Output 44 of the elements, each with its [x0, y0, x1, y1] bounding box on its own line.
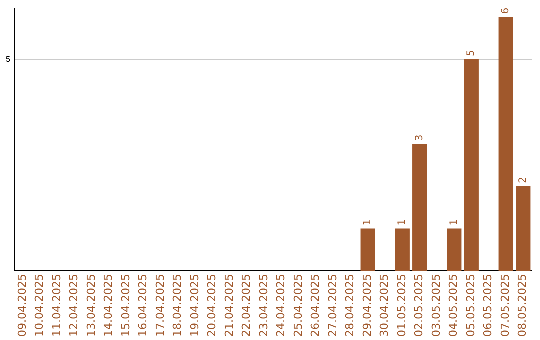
bar	[395, 228, 410, 272]
x-tick-label: 06.05.2025	[482, 274, 495, 338]
x-tick-label: 24.04.2025	[274, 274, 288, 338]
data-label: 2	[518, 177, 529, 184]
x-tick-label: 02.05.2025	[412, 274, 426, 338]
x-tick-label: 03.05.2025	[430, 274, 443, 338]
bar	[516, 186, 531, 272]
data-label: 6	[500, 8, 512, 14]
x-tick-label: 13.04.2025	[84, 274, 98, 338]
bar	[447, 228, 462, 272]
x-tick-label: 25.04.2025	[292, 274, 305, 338]
x-tick-label: 17.04.2025	[154, 274, 167, 338]
x-tick-label: 23.04.2025	[257, 274, 270, 338]
x-tick-label: 22.04.2025	[240, 274, 254, 338]
x-tick-label: 19.04.2025	[188, 274, 202, 338]
bar	[360, 228, 376, 272]
x-tick-label: 15.04.2025	[119, 274, 132, 338]
x-tick-label: 30.04.2025	[378, 274, 392, 338]
x-tick-label: 29.04.2025	[360, 274, 374, 338]
x-tick-label: 05.05.2025	[464, 274, 478, 338]
x-tick-label: 14.04.2025	[102, 274, 116, 338]
x-tick-label: 26.04.2025	[309, 274, 322, 338]
x-tick-label: 21.04.2025	[222, 274, 236, 338]
x-tick-label: 01.05.2025	[395, 274, 408, 338]
x-tick-label: 09.04.2025	[16, 274, 29, 338]
x-tick-label: 27.04.2025	[326, 274, 340, 338]
x-tick-label: 20.04.2025	[206, 274, 219, 338]
data-label: 1	[397, 219, 408, 226]
data-label: 5	[466, 50, 478, 57]
x-tick-label: 18.04.2025	[171, 274, 184, 338]
data-label: 3	[414, 134, 426, 142]
x-tick-label: 10.04.2025	[33, 274, 46, 338]
x-tick-label: 07.05.2025	[498, 274, 512, 338]
x-tick-label: 12.04.2025	[68, 274, 81, 338]
bar	[464, 60, 479, 272]
x-tick-label: 28.04.2025	[344, 274, 357, 338]
x-tick-label: 04.05.2025	[447, 274, 460, 338]
bar	[412, 144, 428, 272]
data-label: 1	[448, 219, 460, 226]
bar	[498, 17, 514, 272]
data-label: 1	[362, 219, 374, 226]
x-tick-label: 11.04.2025	[50, 274, 64, 338]
x-tick-label: 08.05.2025	[516, 274, 530, 338]
x-tick-label: 16.04.2025	[136, 274, 150, 338]
